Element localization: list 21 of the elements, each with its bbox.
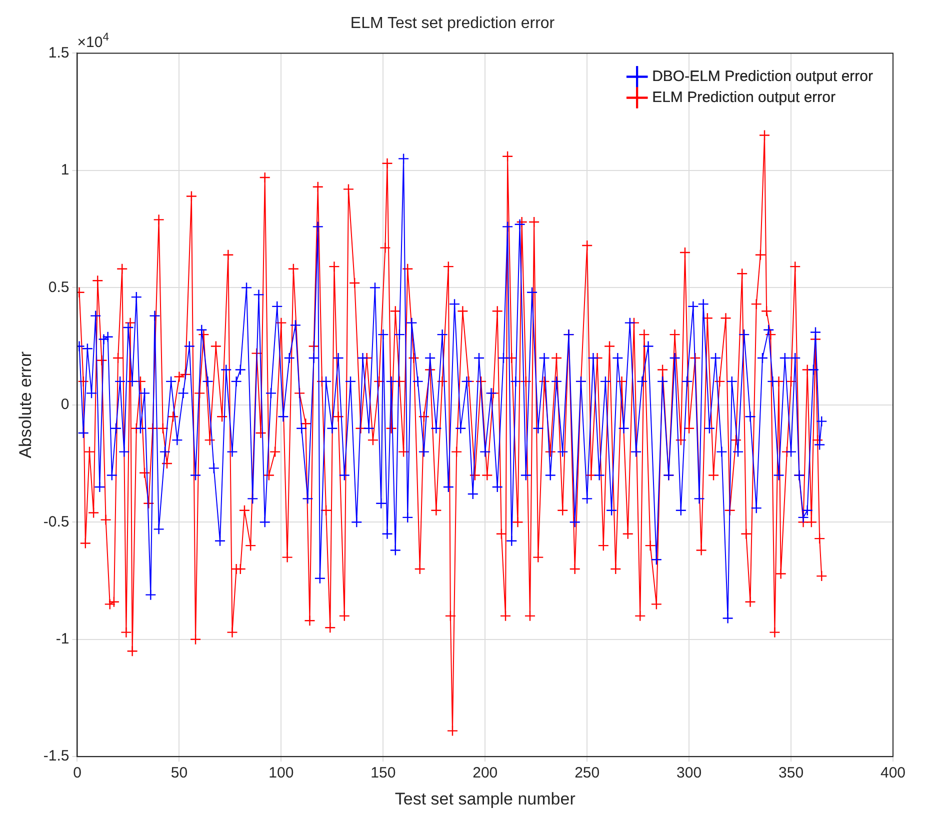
y-tick-label: 0.5: [48, 278, 70, 296]
legend-label: ELM Prediction output error: [652, 88, 836, 106]
x-tick-label: 300: [676, 764, 702, 782]
x-tick-label: 100: [268, 764, 294, 782]
y-tick-label: 1.5: [48, 44, 70, 62]
y-tick-label: -0.5: [43, 513, 70, 530]
x-tick-label: 50: [170, 764, 188, 782]
x-tick-label: 0: [73, 764, 82, 782]
x-tick-label: 250: [574, 764, 600, 782]
y-tick-label: -1: [56, 630, 70, 648]
y-tick-label: -1.5: [43, 748, 70, 765]
x-tick-label: 350: [778, 764, 804, 782]
x-tick-label: 400: [880, 764, 906, 782]
legend-label: DBO-ELM Prediction output error: [652, 68, 874, 85]
chart-title: ELM Test set prediction error: [350, 15, 556, 32]
x-tick-label: 200: [472, 764, 498, 782]
x-axis-title: Test set sample number: [394, 789, 576, 808]
x-tick-label: 150: [370, 764, 396, 782]
y-axis-title: Absolute error: [16, 351, 35, 458]
y-tick-label: 0: [60, 396, 70, 414]
y-tick-label: 1: [60, 162, 70, 179]
